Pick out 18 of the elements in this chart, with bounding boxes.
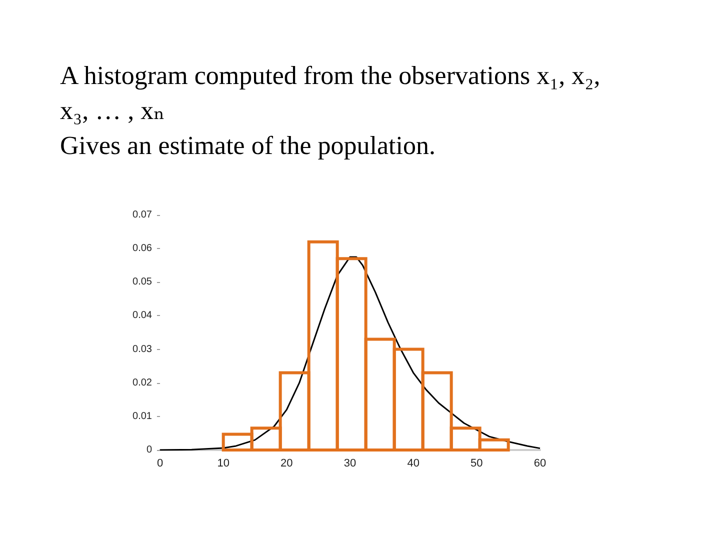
chart-title: A histogram computed from the observations x₁, x₂, x₃, … , xₙ bbox=[60, 60, 602, 127]
line-series bbox=[159, 256, 541, 451]
x-tick-label: 50 bbox=[470, 458, 483, 470]
y-tick-label: 0.02 bbox=[132, 377, 152, 388]
x-tick-label: 0 bbox=[156, 458, 164, 470]
y-tick-label: 0 bbox=[146, 444, 152, 456]
y-tick-label: 0.01 bbox=[132, 410, 152, 422]
x-tick-label: 30 bbox=[344, 458, 356, 470]
y-tick-label: 0.04 bbox=[132, 310, 152, 322]
y-tick-label: 0.06 bbox=[132, 243, 152, 254]
x-tick-label: 60 bbox=[534, 458, 546, 470]
x-tick-label: 40 bbox=[407, 458, 420, 470]
y-tick-label: 0.03 bbox=[132, 344, 152, 355]
y-tick-label: 0.07 bbox=[132, 210, 152, 220]
y-tick-label: 0.05 bbox=[132, 276, 152, 288]
x-tick-label: 10 bbox=[217, 458, 230, 470]
x-tick-label: 20 bbox=[280, 458, 293, 470]
chart-subtitle: Gives an estimate of the population. bbox=[60, 130, 436, 162]
